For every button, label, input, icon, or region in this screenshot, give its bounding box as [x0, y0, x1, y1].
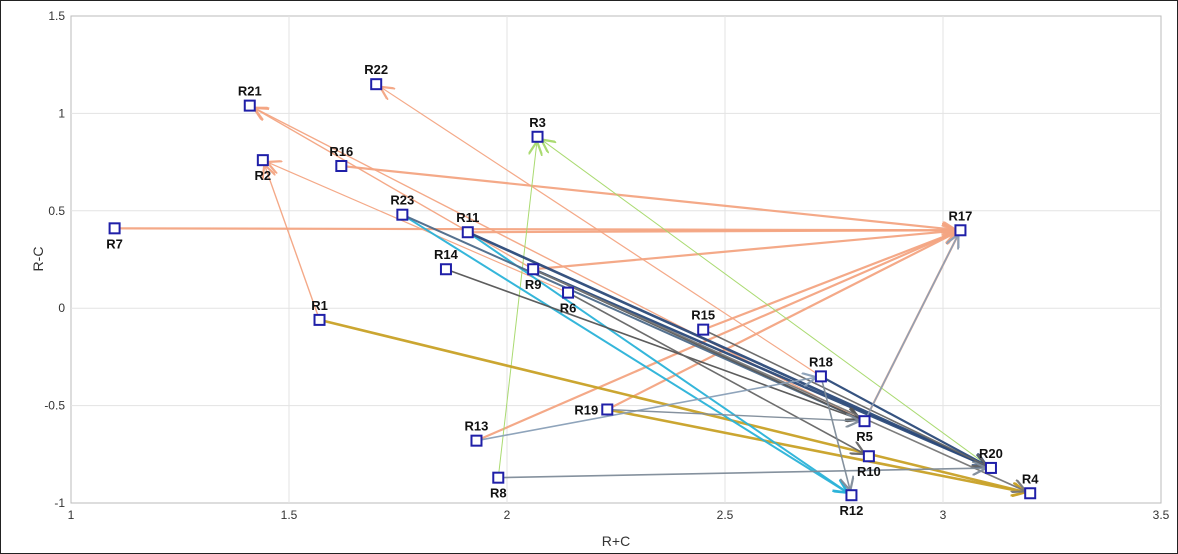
point-label-r23: R23	[390, 193, 414, 208]
point-label-r20: R20	[979, 446, 1003, 461]
arrow-r9-to-r21	[255, 109, 534, 270]
arrow-r16-to-r17	[341, 164, 954, 230]
point-label-r14: R14	[434, 247, 459, 262]
arrow-r9-to-r20	[532, 268, 985, 465]
arrow-r11-to-r17	[467, 230, 955, 232]
point-r17	[954, 224, 967, 237]
point-label-r6: R6	[560, 301, 577, 316]
arrow-r15-to-r20	[702, 328, 985, 466]
arrow-r18-to-r22	[381, 87, 822, 377]
point-r14	[439, 263, 452, 276]
x-tick-label: 1	[68, 508, 75, 522]
point-label-r4: R4	[1022, 471, 1039, 486]
point-label-r12: R12	[840, 503, 864, 518]
arrow-r14-to-r5	[445, 268, 859, 419]
point-label-r21: R21	[238, 84, 262, 99]
arrow-r23-to-r12	[401, 213, 846, 492]
point-label-r10: R10	[857, 464, 881, 479]
point-r22	[370, 78, 383, 91]
point-r8	[492, 471, 505, 484]
point-r4	[1024, 487, 1037, 500]
point-r21	[243, 99, 256, 112]
arrow-r6-to-r10	[567, 291, 864, 454]
x-tick-label: 1.5	[281, 508, 298, 522]
point-r10	[862, 450, 875, 463]
x-tick-label: 2.5	[717, 508, 734, 522]
arrow-r13-to-r18	[476, 377, 815, 442]
x-tick-label: 3.5	[1153, 508, 1170, 522]
point-label-r3: R3	[529, 115, 546, 130]
x-tick-label: 3	[940, 508, 947, 522]
arrow-r18-to-r12	[820, 376, 850, 489]
point-label-r22: R22	[364, 62, 388, 77]
arrow-r18-to-r20	[820, 375, 986, 465]
point-r3	[531, 130, 544, 143]
relation-arrows	[114, 87, 1025, 492]
point-label-r18: R18	[809, 354, 833, 369]
point-r18	[814, 370, 827, 383]
y-tick-label: 1	[58, 106, 65, 120]
x-axis-label: R+C	[602, 533, 630, 549]
point-label-r8: R8	[490, 486, 507, 501]
plot-area	[70, 15, 1162, 504]
y-tick-label: -1	[54, 496, 65, 510]
arrow-r11-to-r20	[467, 231, 986, 465]
point-label-r11: R11	[456, 210, 479, 225]
point-r16	[335, 159, 348, 172]
point-label-r7: R7	[106, 236, 123, 251]
arrow-r5-to-r17	[863, 236, 958, 422]
arrow-r19-to-r4	[607, 408, 1024, 492]
arrow-r8-to-r20	[498, 468, 985, 479]
point-r12	[845, 489, 858, 502]
point-label-r2: R2	[255, 168, 272, 183]
tick-labels: 1 1.5 2 2.5 3 3.5 1.5 1 0.5 0 -0.5 -1	[44, 9, 1169, 522]
point-r23	[396, 208, 409, 221]
point-label-r15: R15	[691, 308, 715, 323]
arrow-r9-to-r17	[533, 231, 954, 271]
arrow-r1-to-r2	[265, 166, 321, 321]
point-label-r19: R19	[574, 402, 598, 417]
arrow-r8-to-r3	[497, 143, 537, 478]
point-r2	[256, 154, 269, 167]
x-tick-label: 2	[504, 508, 511, 522]
arrow-r11-to-r12	[467, 231, 847, 492]
point-r20	[984, 461, 997, 474]
arrow-r6-to-r2	[268, 163, 569, 294]
point-label-r13: R13	[465, 419, 489, 434]
y-tick-label: 0	[58, 301, 65, 315]
point-r15	[697, 323, 710, 336]
point-label-r17: R17	[949, 208, 973, 223]
point-label-r16: R16	[329, 144, 353, 159]
point-label-r9: R9	[525, 277, 542, 292]
arrow-r13-to-r17	[476, 233, 954, 442]
point-r19	[601, 403, 614, 416]
arrow-r20-to-r3	[542, 140, 992, 469]
point-r11	[461, 226, 474, 239]
point-r5	[858, 415, 871, 428]
y-tick-label: 0.5	[48, 204, 65, 218]
point-r6	[562, 286, 575, 299]
factor-points: R1 R2 R3 R4 R5 R6 R7 R8 R9 R10 R11 R12 R13 R14 R15 R16 R…	[106, 62, 1039, 518]
point-r7	[108, 222, 121, 235]
point-r9	[527, 263, 540, 276]
point-r13	[470, 434, 483, 447]
point-r1	[313, 313, 326, 326]
arrow-r19-to-r5	[607, 408, 858, 420]
point-label-r5: R5	[856, 429, 873, 444]
arrow-r15-to-r17	[702, 232, 955, 331]
y-axis-label: R-C	[30, 247, 46, 272]
point-label-r1: R1	[311, 298, 328, 313]
y-tick-label: -0.5	[44, 399, 65, 413]
arrow-r1-to-r4	[319, 318, 1025, 492]
arrow-r9-to-r4	[532, 268, 1025, 491]
y-tick-label: 1.5	[48, 9, 65, 23]
